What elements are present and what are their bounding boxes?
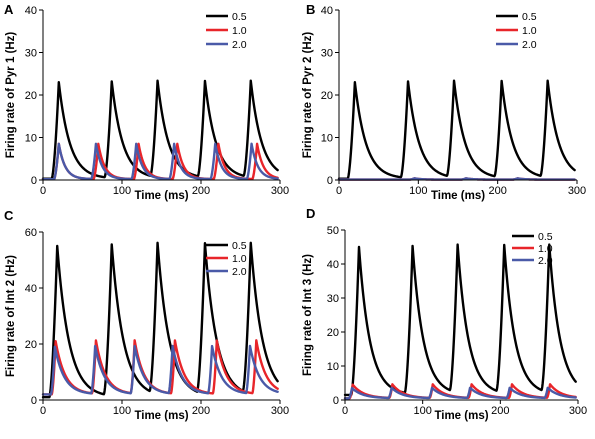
- x-tick-label: 100: [113, 405, 131, 417]
- y-tick-label: 0: [333, 395, 339, 407]
- panel-c: C 0 100 200 300 0 20 40 60 Time (ms) Firing rate o…: [4, 208, 289, 422]
- y-tick-label: 50: [327, 225, 339, 237]
- y-tick-label: 20: [321, 90, 333, 102]
- x-tick-label: 300: [271, 185, 289, 197]
- series-line-0.5: [343, 243, 577, 397]
- x-axis-label: Time (ms): [431, 190, 485, 202]
- legend-label-0.5: 0.5: [538, 231, 553, 243]
- series-line-0.5: [337, 79, 576, 180]
- legend-label-0.5: 0.5: [232, 11, 247, 23]
- legend-label-2.0: 2.0: [232, 266, 247, 278]
- panel-letter: A: [4, 2, 14, 17]
- y-tick-label: 0: [327, 175, 333, 187]
- x-tick-label: 100: [409, 185, 427, 197]
- y-axis-label: Firing rate of Int 3 (Hz): [302, 254, 314, 376]
- panel-letter: D: [306, 206, 315, 221]
- y-tick-label: 0: [31, 175, 37, 187]
- y-tick-label: 40: [327, 259, 339, 271]
- x-axis-label: Time (ms): [134, 410, 188, 422]
- series-line-2.0: [337, 177, 576, 181]
- y-tick-label: 20: [25, 339, 37, 351]
- y-tick-label: 10: [321, 133, 333, 145]
- legend-label-0.5: 0.5: [522, 11, 537, 23]
- panel-d: D 0 100 200 300 0 10 20 30 40 50 Time (ms) Firing ra…: [302, 206, 587, 422]
- y-tick-label: 40: [25, 5, 37, 17]
- series-line-2.0: [41, 142, 279, 181]
- y-tick-label: 40: [25, 283, 37, 295]
- legend-label-1.0: 1.0: [538, 243, 553, 255]
- x-tick-label: 300: [271, 405, 289, 417]
- panel-letter: B: [306, 2, 315, 17]
- series-line-2.0: [41, 344, 279, 396]
- x-axis-label: Time (ms): [434, 410, 488, 422]
- x-tick-label: 0: [342, 405, 348, 417]
- y-tick-label: 30: [25, 48, 37, 60]
- series-line-1.0: [343, 383, 577, 400]
- y-tick-label: 20: [25, 90, 37, 102]
- x-tick-label: 200: [491, 405, 509, 417]
- legend-label-2.0: 2.0: [232, 39, 247, 51]
- x-tick-label: 0: [40, 405, 46, 417]
- y-tick-label: 60: [25, 227, 37, 239]
- series-line-0.5: [41, 79, 279, 180]
- y-tick-label: 40: [321, 5, 333, 17]
- x-tick-label: 100: [113, 185, 131, 197]
- legend-label-2.0: 2.0: [538, 255, 553, 267]
- x-axis-label: Time (ms): [134, 190, 188, 202]
- y-axis-label: Firing rate of Pyr 1 (Hz): [5, 32, 17, 159]
- x-tick-label: 0: [40, 185, 46, 197]
- x-tick-label: 200: [192, 185, 210, 197]
- y-tick-label: 10: [25, 133, 37, 145]
- x-tick-label: 200: [488, 185, 506, 197]
- legend-label-0.5: 0.5: [232, 240, 247, 252]
- y-axis-label: Firing rate of Int 2 (Hz): [5, 255, 17, 377]
- y-tick-label: 10: [327, 361, 339, 373]
- x-tick-label: 300: [568, 185, 586, 197]
- panel-b: B 0 100 200 300 0 10 20 30 40 Time (ms) Firing rate…: [302, 2, 586, 202]
- x-tick-label: 200: [192, 405, 210, 417]
- legend-label-1.0: 1.0: [232, 25, 247, 37]
- y-tick-label: 30: [327, 293, 339, 305]
- y-tick-label: 20: [327, 327, 339, 339]
- series-line-1.0: [41, 339, 279, 396]
- legend-label-1.0: 1.0: [522, 25, 537, 37]
- x-tick-label: 300: [569, 405, 587, 417]
- panel-letter: C: [4, 208, 14, 223]
- series-line-2.0: [343, 386, 577, 400]
- x-tick-label: 0: [336, 185, 342, 197]
- y-axis-label: Firing rate of Pyr 2 (Hz): [302, 32, 314, 159]
- x-tick-label: 100: [413, 405, 431, 417]
- y-tick-label: 30: [321, 48, 333, 60]
- legend-label-1.0: 1.0: [232, 253, 247, 265]
- legend-label-2.0: 2.0: [522, 39, 537, 51]
- y-tick-label: 0: [31, 395, 37, 407]
- panel-a: A 0 100 200 300 0 10 20 30 40 Time (ms) Firing rate…: [4, 2, 289, 202]
